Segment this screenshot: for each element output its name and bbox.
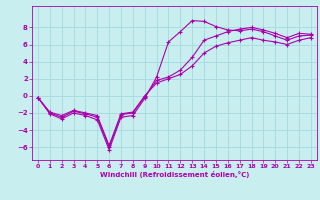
X-axis label: Windchill (Refroidissement éolien,°C): Windchill (Refroidissement éolien,°C) [100, 171, 249, 178]
